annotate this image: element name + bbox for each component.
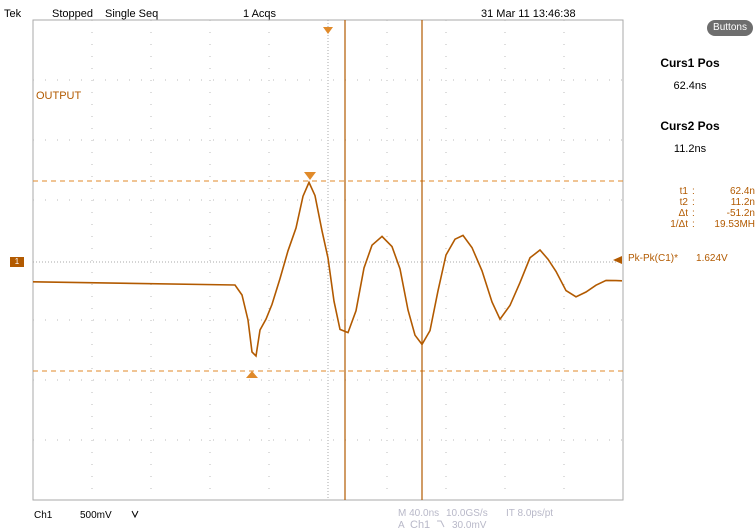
trigger-level[interactable]: 30.0mV: [452, 520, 487, 531]
peak-min-marker: [246, 371, 258, 378]
cursor2-label: Curs2 Pos: [660, 119, 720, 133]
cursor-readout: t1:62.4ns t2:11.2ns Δt:-51.2ns 1/Δt:19.5…: [648, 186, 755, 230]
cursor1-label: Curs1 Pos: [660, 56, 720, 70]
peak-max-marker: [304, 172, 316, 180]
sample-rate: 10.0GS/s: [446, 508, 488, 519]
channel1-ground-marker[interactable]: 1: [10, 257, 24, 267]
measurement-readout: Pk-Pk(C1)* 1.624V: [628, 253, 728, 264]
date-time: 31 Mar 11 13:46:38: [481, 8, 576, 20]
interval-per-point: IT 8.0ps/pt: [506, 508, 554, 519]
cursor1-panel[interactable]: Curs1 Pos 62.4ns: [630, 56, 750, 92]
cursor2-panel[interactable]: Curs2 Pos 11.2ns: [630, 119, 750, 155]
buttons-button[interactable]: Buttons: [707, 20, 753, 36]
cursor2-value: 11.2ns: [673, 143, 707, 155]
channel-scale[interactable]: 500mV: [80, 510, 112, 521]
trigger-position-marker: [323, 27, 333, 34]
measurement-label: Pk-Pk(C1)*: [628, 253, 679, 264]
trigger-source[interactable]: Ch1: [410, 519, 431, 531]
readout-row: t1:62.4ns: [679, 186, 755, 197]
channel-label[interactable]: Ch1: [34, 510, 53, 521]
brand-label: Tek: [4, 8, 22, 20]
trigger-level-marker: [613, 256, 622, 264]
horizontal-scale[interactable]: M 40.0ns: [398, 508, 440, 519]
waveform-label: OUTPUT: [36, 90, 82, 102]
bandwidth-limit-icon: [131, 509, 139, 522]
trigger-prefix: A: [398, 520, 405, 531]
falling-edge-icon: [436, 519, 446, 532]
cursor1-value: 62.4ns: [673, 80, 707, 92]
channel1-waveform: [32, 180, 623, 358]
readout-row: Δt:-51.2ns: [678, 208, 755, 219]
acquisition-count: 1 Acqs: [243, 8, 277, 20]
acquisition-mode: Single Seq: [105, 8, 159, 20]
acquisition-state: Stopped: [52, 8, 93, 20]
readout-row: 1/Δt:19.53MHz: [670, 219, 755, 230]
graticule-grid: [33, 20, 623, 500]
measurement-value: 1.624V: [696, 253, 728, 264]
readout-row: t2:11.2ns: [679, 197, 755, 208]
